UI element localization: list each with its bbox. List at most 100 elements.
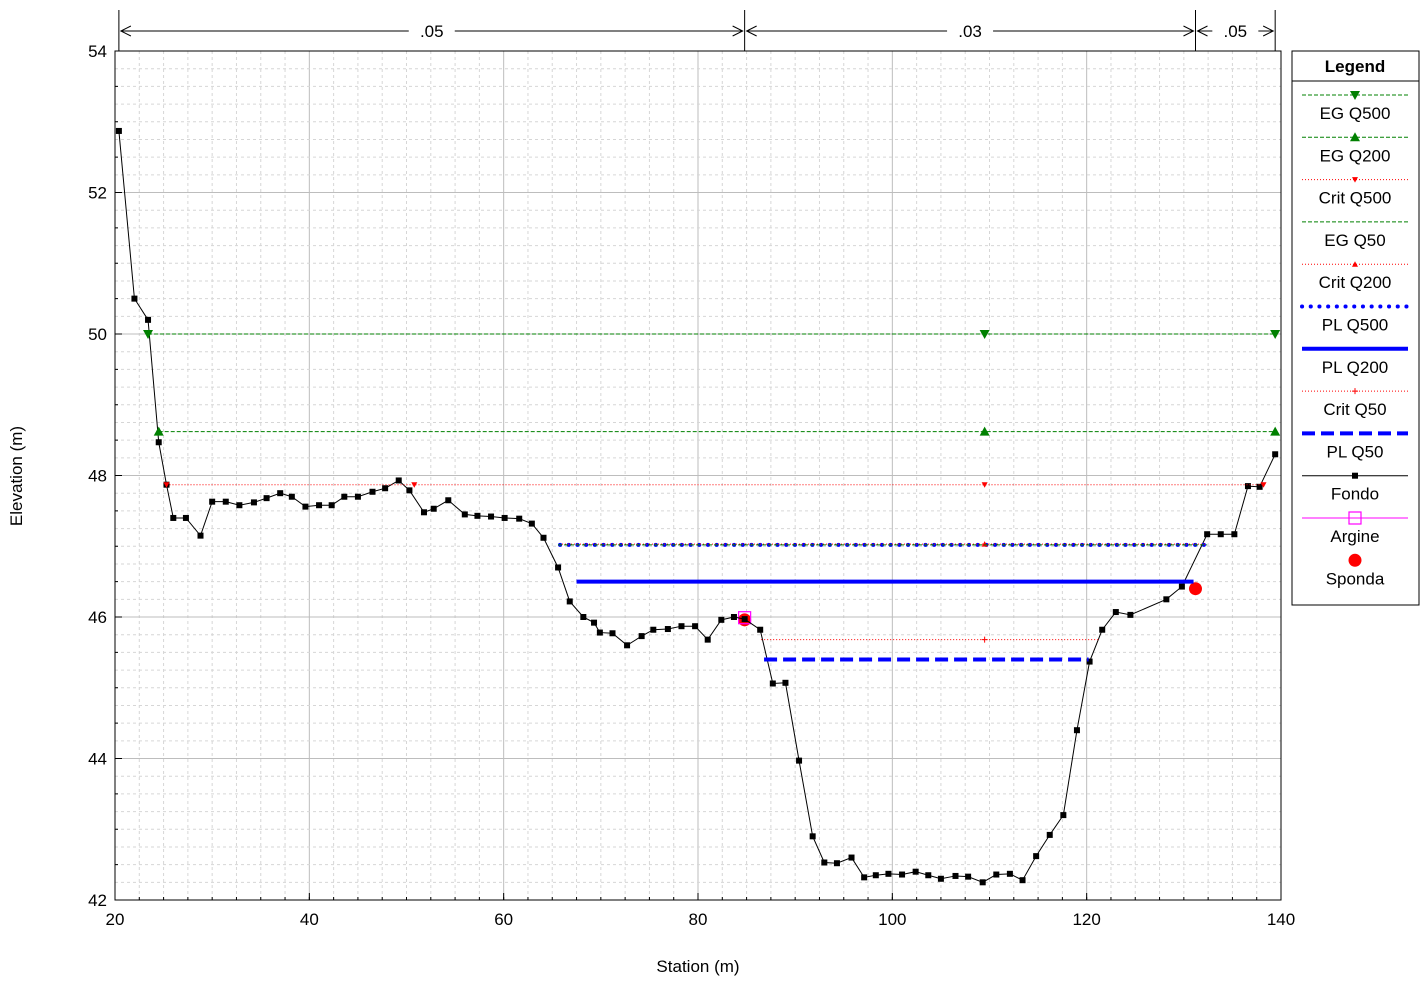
axes: 20 40 60 80 100 120 140 42 44 46 48 50 52 54 [88,42,1295,929]
x-tick-label: 140 [1267,910,1295,929]
x-axis-label: Station (m) [656,957,739,976]
legend-label: PL Q200 [1322,358,1388,377]
manning-arrow-head [119,25,132,37]
series-layer [115,127,1281,886]
marker-square [155,439,162,446]
y-tick-label: 48 [88,467,107,486]
legend-item: EG Q200 [1302,132,1408,165]
y-tick-label: 42 [88,891,107,910]
marker-square [609,630,616,637]
marker-square [937,875,944,882]
marker-square [1217,531,1224,538]
legend-label: Crit Q200 [1319,273,1392,292]
marker-square [664,626,671,633]
marker-square [1163,596,1170,603]
marker-square [833,860,840,867]
marker-square [1231,531,1238,538]
marker-square [197,532,204,539]
marker-square [501,514,508,521]
marker-square [624,642,631,649]
marker-triangle-up [979,426,990,436]
marker-square [1244,483,1251,490]
marker-square [1073,727,1080,734]
marker-square [1086,658,1093,665]
marker-square [316,502,323,509]
legend-item: Crit Q200 [1302,261,1408,292]
legend-item: Crit Q50 [1302,388,1408,419]
marker-square [809,833,816,840]
marker-square [1060,812,1067,819]
marker-square [528,520,535,527]
marker-triangle-up [153,426,164,436]
marker-square [952,872,959,879]
marker-square [885,870,892,877]
marker-square [369,488,376,495]
manning-arrow-head [745,25,757,37]
x-tick-label: 120 [1072,910,1100,929]
marker-square [692,623,699,630]
x-tick-label: 40 [300,910,319,929]
y-tick-label: 44 [88,750,107,769]
marker-triangle-down [143,330,154,339]
legend-item: Sponda [1326,553,1385,588]
marker-square [1019,877,1026,884]
marker-square [1352,472,1358,479]
marker-filled-circle [1348,553,1362,567]
marker-square [1178,583,1185,590]
x-tick-label: 60 [494,910,513,929]
marker-square [430,505,437,512]
legend-item: PL Q500 [1300,304,1410,335]
marker-square [912,868,919,875]
marker-square [757,626,764,633]
marker-square [382,485,389,492]
marker-plus [1352,388,1358,395]
marker-square [1112,609,1119,616]
marker-square [222,498,229,505]
marker-square [445,497,452,504]
series-crit-q500 [163,482,1267,488]
marker-triangle-down-small [163,482,170,488]
series-crit-q50 [761,636,1099,643]
legend-label: PL Q50 [1326,442,1383,461]
marker-square [1256,483,1263,490]
marker-square [925,872,932,879]
marker-square [540,534,547,541]
marker-triangle-up [1350,132,1360,142]
marker-triangle-up [1270,426,1281,436]
manning-n-label: .05 [1224,22,1248,41]
marker-square [170,514,177,521]
legend-title: Legend [1325,57,1385,76]
marker-square [115,127,122,134]
marker-square [1099,626,1106,633]
marker-square [474,512,481,519]
manning-n-label: .03 [958,22,982,41]
marker-square [730,614,737,620]
series-eg-q500 [143,330,1281,339]
y-tick-label: 54 [88,42,107,61]
marker-square [516,515,523,522]
marker-square [566,598,573,605]
marker-square [872,872,879,879]
marker-square [209,498,216,505]
legend-item: Fondo [1302,472,1408,504]
marker-square [461,511,468,518]
marker-triangle-down-small [1352,177,1358,183]
grid [114,50,1282,901]
legend-item: PL Q50 [1302,431,1408,461]
marker-open-square [1348,511,1362,525]
manning-n-bar: .05 .03 .05 [118,10,1276,51]
marker-square [277,490,284,497]
legend-box [1291,50,1420,606]
marker-square [131,295,138,302]
manning-arrow-head [1183,25,1195,37]
marker-square [488,513,495,520]
marker-square [596,629,603,636]
x-tick-label: 100 [878,910,906,929]
marker-square [650,626,657,633]
marker-square [182,514,189,521]
legend-label: PL Q500 [1322,316,1388,335]
legend-item: Argine [1302,511,1408,546]
marker-square [302,503,309,510]
marker-triangle-down [1270,330,1281,339]
marker-square [769,680,776,687]
